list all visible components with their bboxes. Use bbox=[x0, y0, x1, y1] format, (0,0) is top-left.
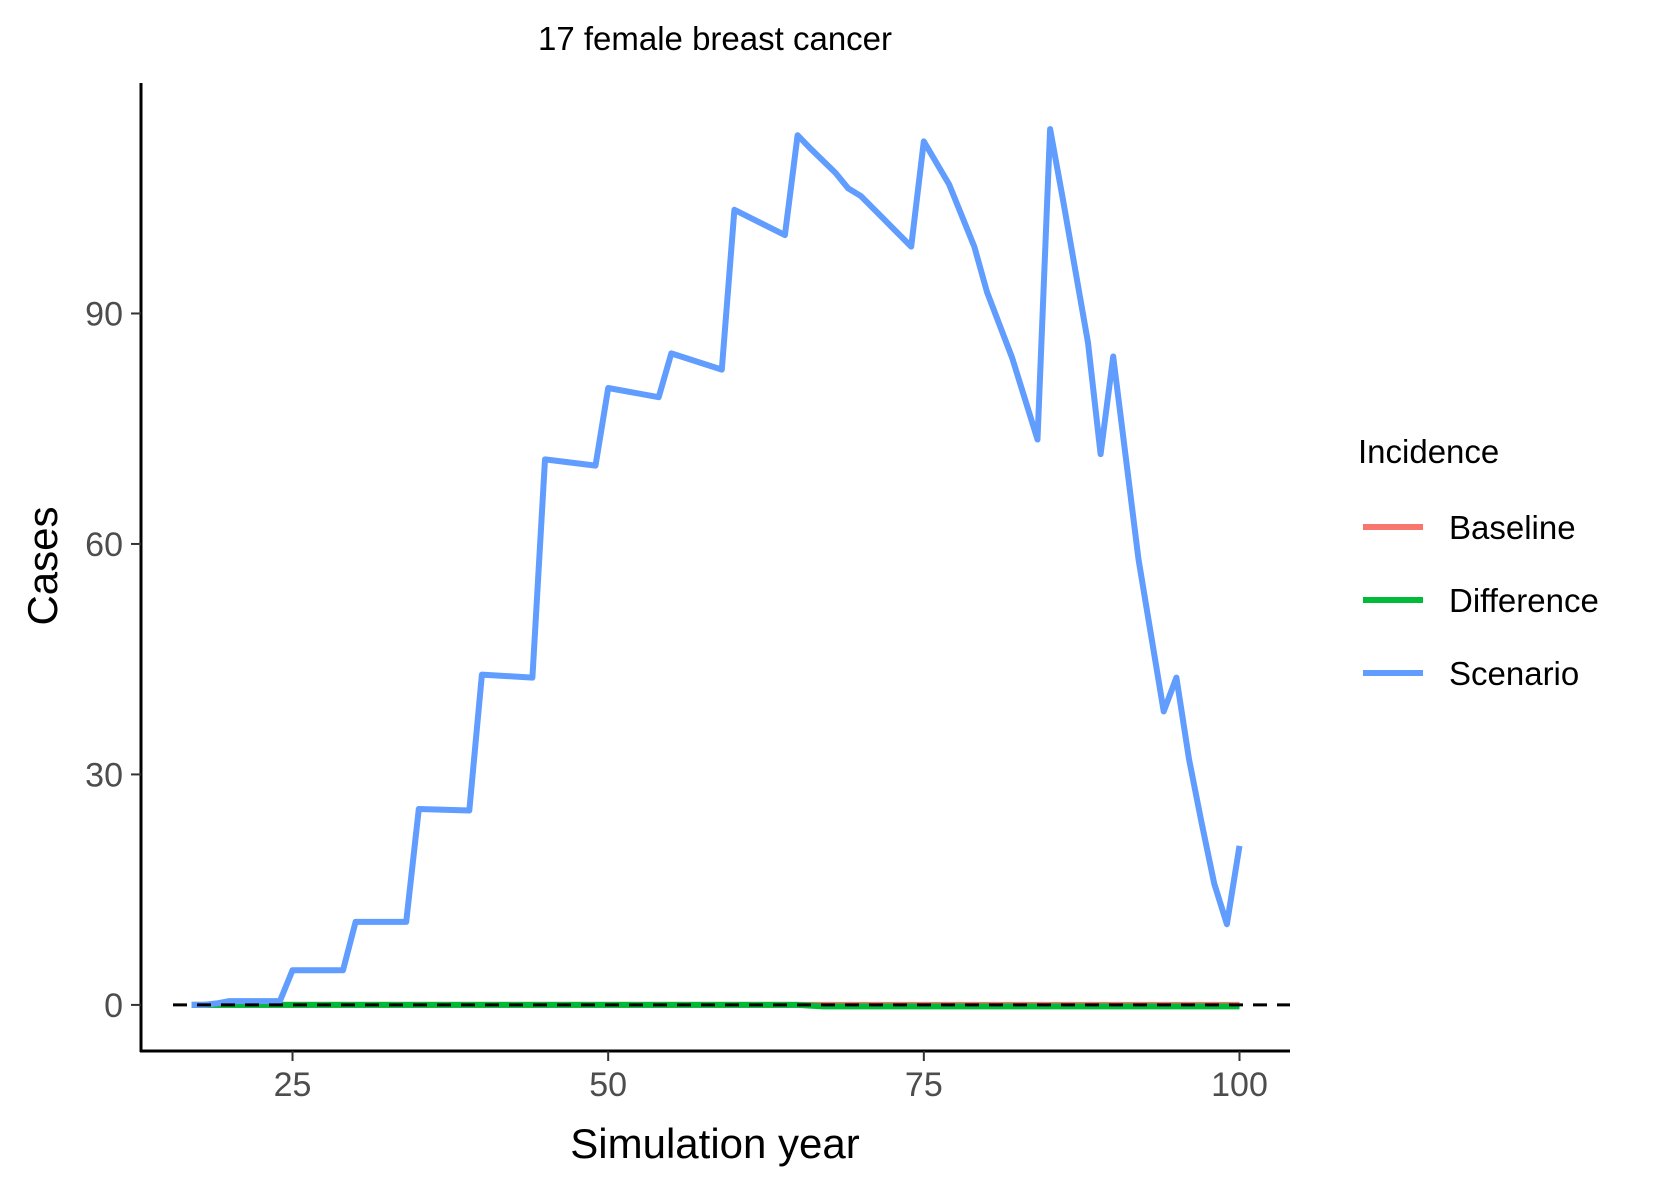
legend-label-baseline: Baseline bbox=[1449, 509, 1576, 546]
plot-area bbox=[173, 126, 1290, 1010]
y-tick-label: 90 bbox=[85, 295, 123, 333]
y-tick-label: 30 bbox=[85, 756, 123, 794]
series-line-scenario bbox=[191, 126, 1243, 1008]
legend: Incidence Baseline Difference Scenario bbox=[1358, 433, 1599, 692]
x-tick-label: 75 bbox=[905, 1066, 943, 1104]
x-tick-label: 25 bbox=[274, 1066, 312, 1104]
chart-title: 17 female breast cancer bbox=[538, 20, 892, 57]
y-axis-title: Cases bbox=[19, 506, 66, 625]
x-tick-label: 50 bbox=[589, 1066, 627, 1104]
y-tick-label: 60 bbox=[85, 526, 123, 564]
x-axis-title: Simulation year bbox=[570, 1120, 859, 1167]
legend-label-difference: Difference bbox=[1449, 582, 1599, 619]
y-axis-ticks: 0 30 60 90 bbox=[85, 295, 141, 1025]
x-tick-label: 100 bbox=[1211, 1066, 1268, 1104]
legend-title: Incidence bbox=[1358, 433, 1499, 470]
legend-label-scenario: Scenario bbox=[1449, 655, 1579, 692]
x-axis-ticks: 25 50 75 100 bbox=[274, 1051, 1268, 1104]
y-tick-label: 0 bbox=[104, 987, 123, 1025]
